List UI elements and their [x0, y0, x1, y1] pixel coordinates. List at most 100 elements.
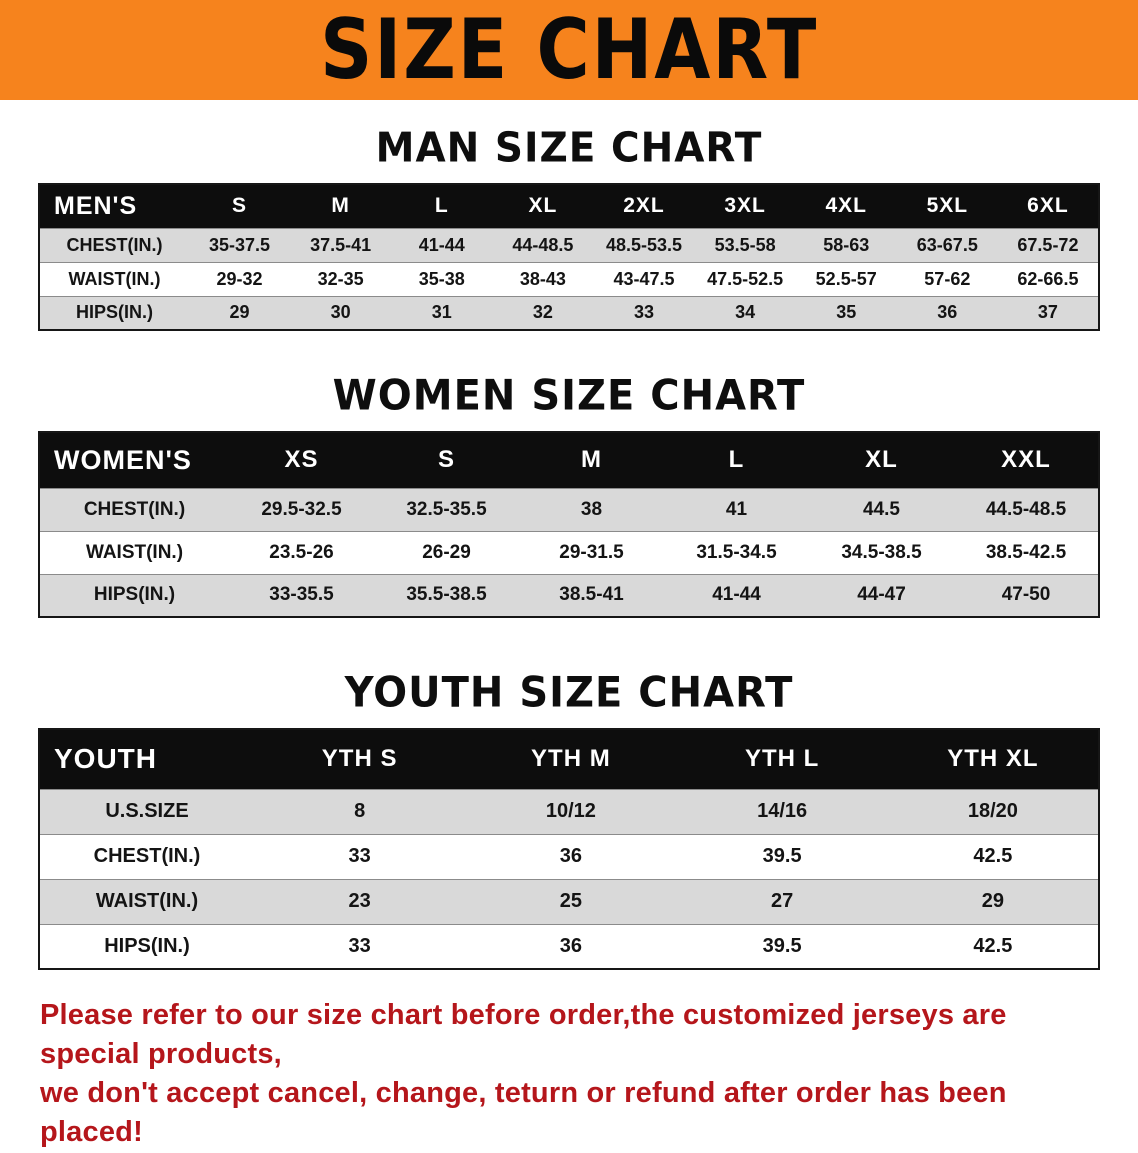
footer-note: Please refer to our size chart before or…	[40, 996, 1100, 1153]
column-header: XL	[492, 184, 594, 228]
column-header: L	[664, 432, 809, 488]
column-header: L	[391, 184, 493, 228]
table-cell: 58-63	[795, 227, 897, 262]
table-cell: 52.5-57	[795, 261, 897, 296]
column-header: 4XL	[795, 184, 897, 228]
table-cell: 38.5-42.5	[954, 530, 1099, 574]
women-size-table: WOMEN'S XS S M L XL XXL CHEST(IN.) 29.5-32.5 32.5…	[38, 431, 1100, 618]
column-header: YTH L	[676, 729, 888, 789]
table-cell: 38	[519, 487, 664, 531]
column-header: S	[374, 432, 519, 488]
table-cell: 44.5	[809, 487, 954, 531]
table-cell: 35-37.5	[189, 227, 291, 262]
table-cell: 26-29	[374, 530, 519, 574]
table-cell: 14/16	[676, 788, 888, 834]
table-cell: 67.5-72	[997, 227, 1099, 262]
column-header: S	[189, 184, 291, 228]
men-size-table: MEN'S S M L XL 2XL 3XL 4XL 5XL 6XL CHEST(IN.) 35-37…	[38, 183, 1100, 331]
table-cell: 30	[290, 295, 392, 330]
size-table: YOUTH YTH S YTH M YTH L YTH XL U.S.SIZE 8 10/12…	[38, 728, 1100, 970]
table-cell: 42.5	[887, 923, 1099, 969]
table-row: WAIST(IN.) 23 25 27 29	[39, 878, 1099, 924]
table-cell: 33-35.5	[229, 573, 374, 617]
table-cell: 57-62	[896, 261, 998, 296]
table-cell: 38.5-41	[519, 573, 664, 617]
row-label: HIPS(IN.)	[39, 923, 254, 969]
table-cell: 43-47.5	[593, 261, 695, 296]
section-heading-women: WOMEN SIZE CHART	[332, 371, 806, 421]
table-cell: 41	[664, 487, 809, 531]
table-corner-label: WOMEN'S	[39, 432, 229, 488]
column-header: XXL	[954, 432, 1099, 488]
column-header: M	[290, 184, 392, 228]
youth-size-table: YOUTH YTH S YTH M YTH L YTH XL U.S.SIZE 8 10/12…	[38, 728, 1100, 970]
table-cell: 32.5-35.5	[374, 487, 519, 531]
table-cell: 29	[189, 295, 291, 330]
table-cell: 31	[391, 295, 493, 330]
table-corner-label: MEN'S	[39, 184, 189, 228]
table-cell: 47-50	[954, 573, 1099, 617]
table-row: HIPS(IN.) 29 30 31 32 33 34 35 36 37	[39, 295, 1099, 330]
table-cell: 33	[254, 833, 466, 879]
row-label: HIPS(IN.)	[39, 295, 189, 330]
size-table: WOMEN'S XS S M L XL XXL CHEST(IN.) 29.5-32.5 32.5…	[38, 431, 1100, 618]
footer-line-1: Please refer to our size chart before or…	[40, 999, 1007, 1071]
table-cell: 25	[465, 878, 677, 924]
table-cell: 29	[887, 878, 1099, 924]
table-row: CHEST(IN.) 29.5-32.5 32.5-35.5 38 41 44.5 44.5…	[39, 487, 1099, 531]
table-cell: 47.5-52.5	[694, 261, 796, 296]
table-header-row: YOUTH YTH S YTH M YTH L YTH XL	[39, 729, 1099, 789]
table-cell: 29-31.5	[519, 530, 664, 574]
size-table: MEN'S S M L XL 2XL 3XL 4XL 5XL 6XL CHEST(IN.) 35-37…	[38, 183, 1100, 331]
table-row: HIPS(IN.) 33-35.5 35.5-38.5 38.5-41 41-44 44-…	[39, 573, 1099, 617]
table-cell: 33	[593, 295, 695, 330]
column-header: M	[519, 432, 664, 488]
table-cell: 44-47	[809, 573, 954, 617]
table-cell: 35	[795, 295, 897, 330]
table-cell: 38-43	[492, 261, 594, 296]
table-cell: 32-35	[290, 261, 392, 296]
column-header: 3XL	[694, 184, 796, 228]
table-cell: 31.5-34.5	[664, 530, 809, 574]
table-cell: 18/20	[887, 788, 1099, 834]
table-cell: 32	[492, 295, 594, 330]
footer-line-2: we don't accept cancel, change, teturn o…	[40, 1077, 1007, 1149]
row-label: HIPS(IN.)	[39, 573, 229, 617]
table-cell: 39.5	[676, 833, 888, 879]
table-cell: 29-32	[189, 261, 291, 296]
banner: SIZE CHART	[0, 0, 1138, 100]
section-heading-youth: YOUTH SIZE CHART	[344, 668, 794, 718]
column-header: 5XL	[896, 184, 998, 228]
table-row: WAIST(IN.) 23.5-26 26-29 29-31.5 31.5-34.5 34…	[39, 530, 1099, 574]
table-row: CHEST(IN.) 35-37.5 37.5-41 41-44 44-48.5 48.5…	[39, 227, 1099, 262]
table-cell: 63-67.5	[896, 227, 998, 262]
table-row: HIPS(IN.) 33 36 39.5 42.5	[39, 923, 1099, 969]
row-label: U.S.SIZE	[39, 788, 254, 834]
column-header: XL	[809, 432, 954, 488]
row-label: CHEST(IN.)	[39, 487, 229, 531]
column-header: YTH XL	[887, 729, 1099, 789]
row-label: WAIST(IN.)	[39, 261, 189, 296]
table-header-row: WOMEN'S XS S M L XL XXL	[39, 432, 1099, 488]
table-cell: 23.5-26	[229, 530, 374, 574]
row-label: WAIST(IN.)	[39, 530, 229, 574]
table-cell: 34	[694, 295, 796, 330]
banner-title: SIZE CHART	[319, 1, 819, 99]
table-row: CHEST(IN.) 33 36 39.5 42.5	[39, 833, 1099, 879]
table-cell: 10/12	[465, 788, 677, 834]
table-cell: 42.5	[887, 833, 1099, 879]
table-cell: 35.5-38.5	[374, 573, 519, 617]
table-cell: 23	[254, 878, 466, 924]
table-cell: 27	[676, 878, 888, 924]
table-cell: 33	[254, 923, 466, 969]
table-cell: 41-44	[391, 227, 493, 262]
table-row: WAIST(IN.) 29-32 32-35 35-38 38-43 43-47.5 47.…	[39, 261, 1099, 296]
table-cell: 41-44	[664, 573, 809, 617]
table-cell: 34.5-38.5	[809, 530, 954, 574]
column-header: YTH M	[465, 729, 677, 789]
table-cell: 44-48.5	[492, 227, 594, 262]
column-header: 2XL	[593, 184, 695, 228]
table-header-row: MEN'S S M L XL 2XL 3XL 4XL 5XL 6XL	[39, 184, 1099, 228]
table-cell: 37	[997, 295, 1099, 330]
table-cell: 37.5-41	[290, 227, 392, 262]
